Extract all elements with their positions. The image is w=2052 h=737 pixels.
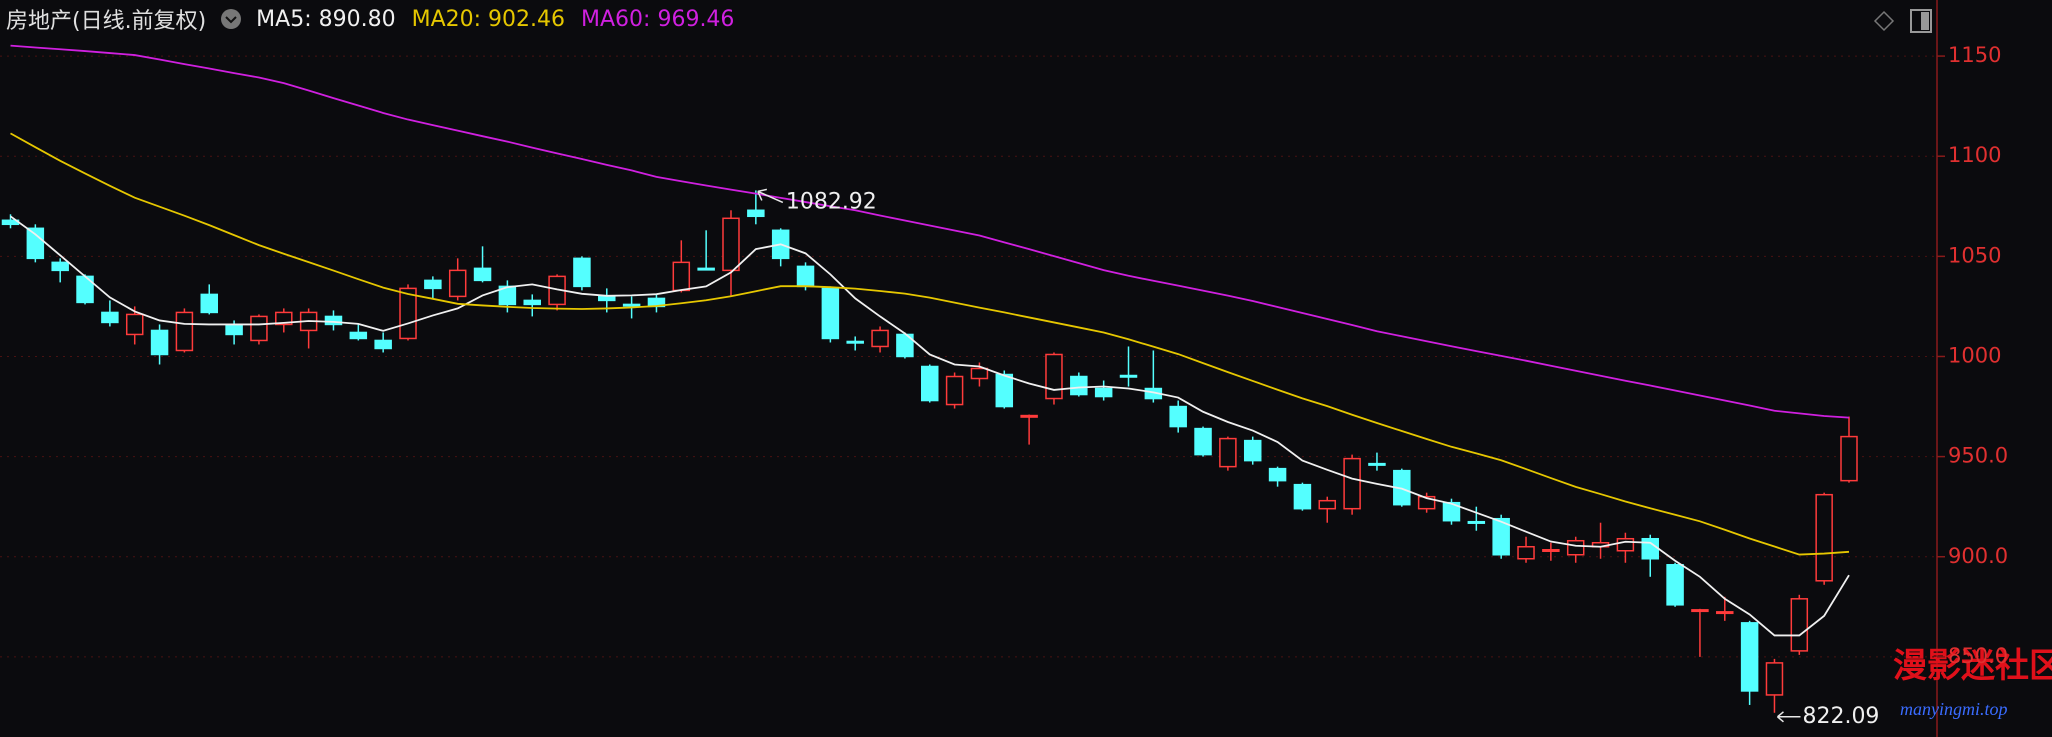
candle-body [796,265,815,288]
candle-body [424,279,442,290]
candle-body [349,331,368,340]
header: 房地产(日线.前复权) MA5: 890.80 MA20: 902.46 MA60:… [6,2,734,36]
annotation-arrow [1776,711,1801,723]
y-tick-label: 1050 [1948,243,2001,267]
candle-body [1492,517,1510,556]
candle-body [175,311,194,352]
candle-body [722,217,740,272]
candle-body [1243,439,1262,462]
watermark-text: 漫影迷社区 [1893,646,2052,686]
candle-body [1691,609,1709,613]
candle-body [970,367,989,380]
candle-body [1119,374,1138,378]
candle-body [846,340,864,344]
candle-body [1815,493,1833,582]
candle-body [51,261,69,272]
candle-body [1368,462,1386,466]
y-tick-label: 950.0 [1948,444,2008,468]
candle-body [821,287,840,340]
candle-body [995,373,1014,408]
candle-body [1268,467,1287,482]
candle-body [324,315,343,326]
candle-body [672,261,691,292]
candle-body [1542,548,1560,552]
ma-line [10,44,1850,419]
y-tick-label: 1000 [1948,343,2001,367]
candle-body [1094,387,1113,398]
candle-body [1566,539,1585,556]
legend-entry: MA5: 890.80 [256,6,396,32]
candle-body [523,299,541,306]
candle-body [1194,427,1212,456]
panel-icon[interactable] [1910,9,1932,33]
chart-title: 房地产(日线.前复权) [6,9,207,34]
candle-body [622,303,641,307]
watermark-url: manyingmi.top [1900,699,2008,719]
candle-body [598,295,616,302]
annotation-label: 1082.92 [786,189,877,214]
candle-body [250,315,268,342]
legend-entry: MA60: 969.46 [581,6,735,32]
candle-body [1467,520,1486,524]
candle-body [200,293,219,314]
diamond-icon[interactable] [1873,10,1895,32]
y-tick-label: 1150 [1948,43,2001,67]
candle-body [1219,437,1237,468]
candle-body [1045,353,1063,400]
candle-body [448,269,467,298]
toolbar-icons [1873,9,1932,33]
candle-body [1840,435,1858,482]
candle-body [1666,564,1684,606]
y-tick-label: 850.0 [1948,644,2008,668]
candle-body [1517,545,1535,560]
candle-body [275,311,293,326]
candle-body [697,267,715,271]
y-tick-label: 900.0 [1948,544,2008,568]
candle-body [1716,611,1734,615]
candle-body [1442,501,1461,522]
candle-body [921,365,939,402]
candle-body [1343,457,1361,510]
legend: MA5: 890.80 MA20: 902.46 MA60: 969.46 [256,7,734,32]
candle-body [1070,375,1088,396]
candle-body [1169,405,1187,428]
legend-entry: MA20: 902.46 [411,6,566,32]
candle-body [945,375,964,406]
panel-icon-fill [1921,12,1929,30]
candle-body [125,313,144,336]
candle-body [1318,499,1337,510]
annotation-label: 822.09 [1802,704,1879,729]
candle-body [747,209,765,218]
candle-body [1293,483,1312,510]
candle-body [225,323,243,336]
candle-body [473,267,492,282]
candle-body [1616,537,1635,552]
ma-line [10,132,1850,556]
candle-body [573,257,591,288]
y-tick-label: 1100 [1948,143,2001,167]
ma-line [9,215,1850,637]
dropdown-icon[interactable] [220,8,242,30]
candle-body [374,339,392,350]
annotation-arrow [757,188,784,204]
candle-body [101,311,119,324]
candle-body [1790,598,1809,652]
candle-body [26,227,45,260]
candle-body [150,329,169,356]
candle-body [1765,662,1784,696]
candle-body [1020,414,1038,418]
candle-body [871,329,889,348]
candle-body [399,287,417,340]
candle-body [1740,622,1759,692]
